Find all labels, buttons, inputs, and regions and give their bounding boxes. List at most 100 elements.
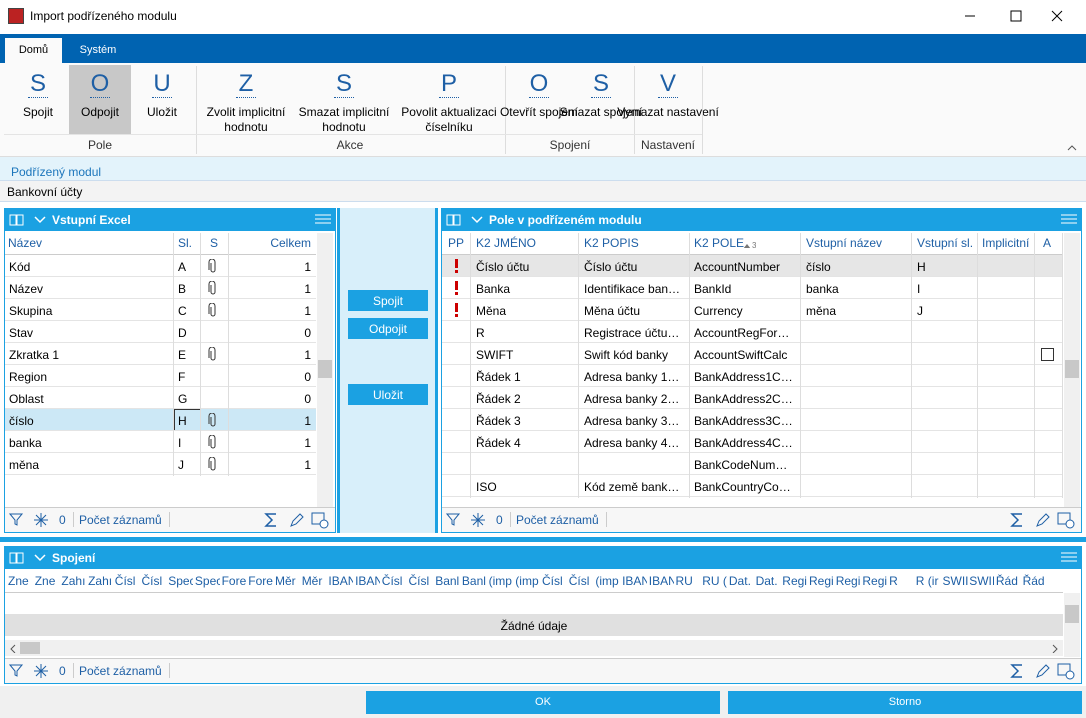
ribbon-letter[interactable]: S xyxy=(592,70,609,97)
cell[interactable]: Řádek 3 xyxy=(476,414,521,428)
column-header[interactable]: Fore xyxy=(248,574,273,588)
column-header[interactable]: RU xyxy=(675,574,693,588)
column-header[interactable]: IBAN xyxy=(355,574,381,588)
cell[interactable]: Stav xyxy=(9,326,34,340)
cell[interactable]: Swift kód banky xyxy=(584,348,669,362)
column-header[interactable]: IBAN xyxy=(622,574,648,588)
cell[interactable]: I xyxy=(917,282,921,296)
left-menu[interactable] xyxy=(314,212,332,227)
column-header[interactable]: Regi xyxy=(809,574,834,588)
column-header[interactable]: Banl xyxy=(435,574,460,588)
attachment[interactable] xyxy=(207,413,219,427)
cell[interactable]: I xyxy=(178,436,182,450)
middle-button[interactable]: Odpojit xyxy=(348,318,428,339)
right-chevron[interactable] xyxy=(471,214,483,224)
left-vthumb[interactable] xyxy=(318,360,332,378)
cell[interactable]: číslo xyxy=(9,414,34,428)
cell[interactable]: G xyxy=(178,392,188,406)
cell[interactable]: Adresa banky 4… xyxy=(584,436,680,450)
attachment[interactable] xyxy=(207,259,219,273)
cell[interactable]: BankAddress4C… xyxy=(694,436,793,450)
column-header[interactable]: Spec xyxy=(168,574,194,588)
cell[interactable]: Měna xyxy=(476,304,507,318)
column-header[interactable]: Banl xyxy=(461,574,486,588)
ribbon-letter[interactable]: P xyxy=(440,70,457,97)
cell[interactable]: Číslo účtu xyxy=(476,260,530,274)
cell[interactable]: BankCountryCo… xyxy=(694,480,791,494)
cell[interactable]: Číslo účtu xyxy=(584,260,638,274)
column-header[interactable]: RU ( xyxy=(702,574,727,588)
cell[interactable]: 0 xyxy=(304,370,311,384)
required-icon[interactable] xyxy=(453,302,461,318)
required-icon[interactable] xyxy=(453,258,461,274)
column-header[interactable]: (imp xyxy=(595,574,619,588)
column-header[interactable]: S xyxy=(210,236,219,250)
column-header[interactable]: Vstupní sl. xyxy=(917,236,974,250)
cell[interactable]: Adresa banky 2… xyxy=(584,392,680,406)
cell[interactable]: 1 xyxy=(304,282,311,296)
column-header[interactable]: Čísl xyxy=(568,574,590,588)
bottom-add[interactable] xyxy=(1057,662,1075,680)
column-header[interactable]: Čísl xyxy=(408,574,430,588)
required-icon[interactable] xyxy=(453,280,461,296)
right-filter[interactable] xyxy=(446,512,462,528)
cell[interactable]: Adresa banky 3… xyxy=(584,414,680,428)
bottom-sum[interactable] xyxy=(1009,663,1025,679)
column-header[interactable]: Název xyxy=(8,236,43,250)
column-header[interactable]: Čísl xyxy=(141,574,163,588)
cell[interactable]: AccountSwiftCalc xyxy=(694,348,788,362)
column-header[interactable]: Implicitní xyxy=(982,236,1030,250)
column-header[interactable]: Čísl xyxy=(542,574,563,588)
cell[interactable]: E xyxy=(178,348,187,362)
column-header[interactable]: Regi xyxy=(835,574,861,588)
tab[interactable]: Domů xyxy=(5,38,62,63)
cell[interactable]: 1 xyxy=(304,260,311,274)
column-header[interactable]: R xyxy=(889,574,898,588)
left-add[interactable] xyxy=(311,511,329,529)
bottom-vscroll[interactable] xyxy=(1064,593,1080,657)
cell[interactable]: B xyxy=(178,282,187,296)
cell[interactable]: Měna účtu xyxy=(584,304,641,318)
bottom-edit[interactable] xyxy=(1035,663,1051,679)
cell[interactable]: R xyxy=(476,326,485,340)
middle-button[interactable]: Uložit xyxy=(348,384,428,405)
ribbon-letter[interactable]: V xyxy=(659,70,676,97)
cell[interactable]: číslo xyxy=(806,260,831,274)
cell[interactable]: J xyxy=(178,458,184,472)
bottom-menu[interactable] xyxy=(1060,550,1078,565)
left-filter[interactable] xyxy=(9,512,25,528)
column-header[interactable]: Dat. xyxy=(728,574,751,588)
cell[interactable]: 1 xyxy=(304,348,311,362)
cell[interactable]: C xyxy=(178,304,187,318)
ribbon-letter[interactable]: O xyxy=(90,70,110,97)
cell[interactable]: Řádek 2 xyxy=(476,392,521,406)
middle-button[interactable]: Spojit xyxy=(348,290,428,311)
cell[interactable]: Currency xyxy=(694,304,743,318)
column-header[interactable]: Měr xyxy=(275,574,296,588)
column-header[interactable]: IBAN xyxy=(648,574,674,588)
column-header[interactable]: Sl. xyxy=(178,236,193,250)
column-header[interactable]: (imp xyxy=(515,574,539,588)
column-header[interactable]: Čísl xyxy=(381,574,403,588)
cell[interactable]: F xyxy=(178,370,186,384)
attachment[interactable] xyxy=(207,347,219,361)
cell[interactable]: Banka xyxy=(476,282,511,296)
hscroll[interactable] xyxy=(5,640,1063,656)
left-sum[interactable] xyxy=(263,512,279,528)
column-header[interactable]: PP xyxy=(448,236,465,250)
bottom-chevron[interactable] xyxy=(34,552,46,562)
cell[interactable]: banka xyxy=(806,282,839,296)
left-record-count[interactable]: Počet záznamů xyxy=(79,513,162,527)
cell[interactable]: AccountRegFor… xyxy=(694,326,790,340)
column-header[interactable]: Celkem xyxy=(270,236,311,250)
hscroll-right[interactable] xyxy=(1050,643,1060,653)
ribbon-label[interactable]: Smazat implicitní hodnotu xyxy=(298,105,390,134)
ribbon-letter[interactable]: S xyxy=(29,70,46,97)
cell[interactable]: Region xyxy=(9,370,48,384)
attachment[interactable] xyxy=(207,457,219,471)
column-header[interactable]: (imp xyxy=(488,574,512,588)
bottom-snow[interactable] xyxy=(33,663,49,679)
column-header[interactable]: Čísl xyxy=(114,574,136,588)
ribbon-label[interactable]: Odpojit xyxy=(80,105,120,119)
column-header[interactable]: Vstupní název xyxy=(806,236,883,250)
